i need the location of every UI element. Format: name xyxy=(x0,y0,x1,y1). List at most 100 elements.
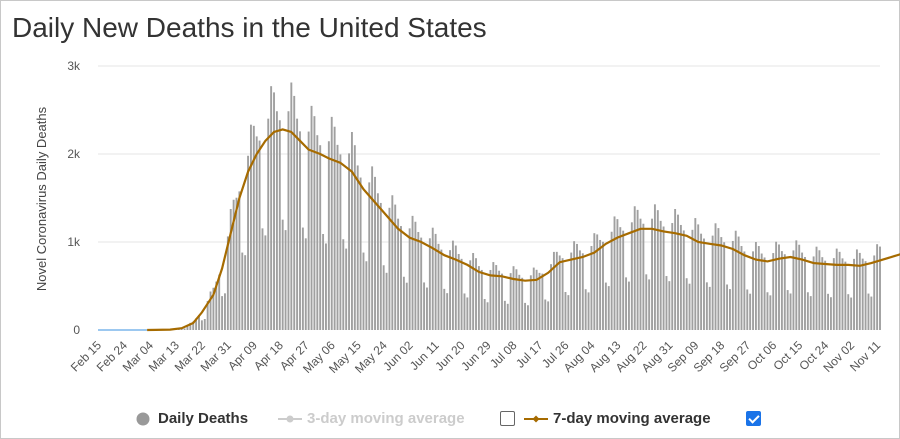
daily-death-bar xyxy=(567,295,570,330)
daily-death-bar xyxy=(873,255,876,330)
daily-death-bar xyxy=(457,254,460,330)
daily-death-bar xyxy=(431,227,434,330)
daily-death-bar xyxy=(677,214,679,330)
daily-death-bar xyxy=(440,249,443,330)
daily-death-bar xyxy=(189,322,192,330)
daily-death-bar xyxy=(428,238,431,330)
daily-death-bar xyxy=(847,294,850,330)
daily-death-bar xyxy=(535,269,538,330)
daily-death-bar xyxy=(221,296,224,330)
daily-death-bar xyxy=(180,329,183,330)
daily-death-bar xyxy=(198,315,200,330)
daily-death-bar xyxy=(552,251,555,330)
daily-death-bar xyxy=(495,265,498,330)
daily-death-bar xyxy=(616,219,619,330)
y-tick-label: 3k xyxy=(67,59,81,73)
legend-item-7day-ma[interactable]: 7-day moving average xyxy=(524,410,711,427)
line-marker-icon xyxy=(278,415,302,422)
daily-death-bar xyxy=(270,86,273,331)
y-axis-ticks: 0 1k 2k 3k xyxy=(67,59,81,337)
daily-death-bar xyxy=(313,116,316,330)
daily-death-bar xyxy=(590,246,593,330)
daily-death-bar xyxy=(867,293,870,330)
y-tick-label: 0 xyxy=(73,323,80,337)
daily-death-bar xyxy=(812,256,815,330)
daily-death-bar xyxy=(206,300,209,330)
daily-death-bar xyxy=(330,116,333,330)
daily-death-bar xyxy=(841,258,844,330)
daily-death-bar xyxy=(472,253,475,330)
chart-title: Daily New Deaths in the United States xyxy=(12,12,487,43)
daily-death-bar xyxy=(697,224,700,330)
daily-death-bar xyxy=(446,293,449,330)
daily-death-bar xyxy=(578,250,581,330)
daily-death-bar xyxy=(766,292,769,330)
checkbox-3day-ma[interactable] xyxy=(500,411,515,426)
daily-death-bar xyxy=(815,246,818,330)
daily-death-bar xyxy=(711,235,714,330)
legend-item-3day-ma[interactable]: 3-day moving average xyxy=(278,410,465,427)
daily-death-bar xyxy=(327,141,330,330)
daily-death-bar xyxy=(786,290,789,330)
daily-death-bar xyxy=(515,269,518,330)
daily-death-bar xyxy=(469,260,472,330)
daily-death-bar xyxy=(630,222,633,330)
daily-death-bar xyxy=(486,302,489,330)
checkbox-7day-ma[interactable] xyxy=(746,411,761,426)
daily-death-bar xyxy=(287,111,290,331)
daily-death-bar xyxy=(801,252,804,330)
daily-death-bar xyxy=(587,292,590,330)
legend-item-daily-deaths[interactable]: Daily Deaths xyxy=(136,410,248,427)
daily-death-bar xyxy=(524,302,527,330)
daily-death-bar xyxy=(215,281,218,330)
daily-death-bar xyxy=(394,204,397,330)
daily-death-bar xyxy=(212,287,215,330)
daily-death-bar xyxy=(622,230,625,330)
daily-death-bar xyxy=(763,257,766,330)
daily-death-bar xyxy=(518,274,521,330)
daily-death-bar xyxy=(558,255,561,330)
daily-death-bar xyxy=(480,269,483,330)
daily-death-bar xyxy=(192,321,195,330)
daily-death-bar xyxy=(607,286,610,330)
daily-death-bar xyxy=(838,251,841,330)
daily-death-bar xyxy=(584,289,587,330)
daily-death-bar xyxy=(244,255,247,330)
daily-death-bar xyxy=(708,286,711,330)
daily-death-bar xyxy=(319,145,322,330)
daily-death-bar xyxy=(296,118,299,330)
daily-death-bar xyxy=(509,273,512,330)
daily-death-bar xyxy=(238,191,241,330)
daily-death-bar xyxy=(734,230,737,330)
daily-death-bar xyxy=(241,252,244,330)
daily-death-bar xyxy=(541,273,544,330)
daily-death-bar xyxy=(304,238,307,330)
daily-death-bar xyxy=(829,297,832,330)
daily-death-bar xyxy=(249,124,252,331)
daily-death-bar xyxy=(844,261,847,330)
daily-death-bar xyxy=(775,241,778,330)
daily-death-bar xyxy=(864,261,867,330)
daily-death-bar xyxy=(348,153,351,330)
daily-death-bar xyxy=(362,252,365,330)
daily-death-bar xyxy=(411,215,414,330)
daily-death-bar xyxy=(855,249,858,330)
legend-label-3day-ma: 3-day moving average xyxy=(307,410,465,427)
daily-death-bar xyxy=(642,223,645,330)
daily-death-bar xyxy=(281,219,284,330)
daily-death-bar xyxy=(717,228,720,330)
daily-death-bar xyxy=(746,289,749,330)
daily-death-bar xyxy=(726,284,729,330)
daily-death-bar xyxy=(780,251,783,330)
daily-death-bar xyxy=(405,282,408,330)
daily-death-bar xyxy=(503,300,506,330)
daily-death-bar xyxy=(371,166,374,330)
daily-death-bar xyxy=(581,253,584,330)
daily-death-bar xyxy=(625,277,628,330)
y-tick-label: 2k xyxy=(67,147,81,161)
daily-death-bar xyxy=(183,328,186,330)
daily-death-bar xyxy=(247,155,250,330)
daily-death-bar xyxy=(402,276,405,330)
